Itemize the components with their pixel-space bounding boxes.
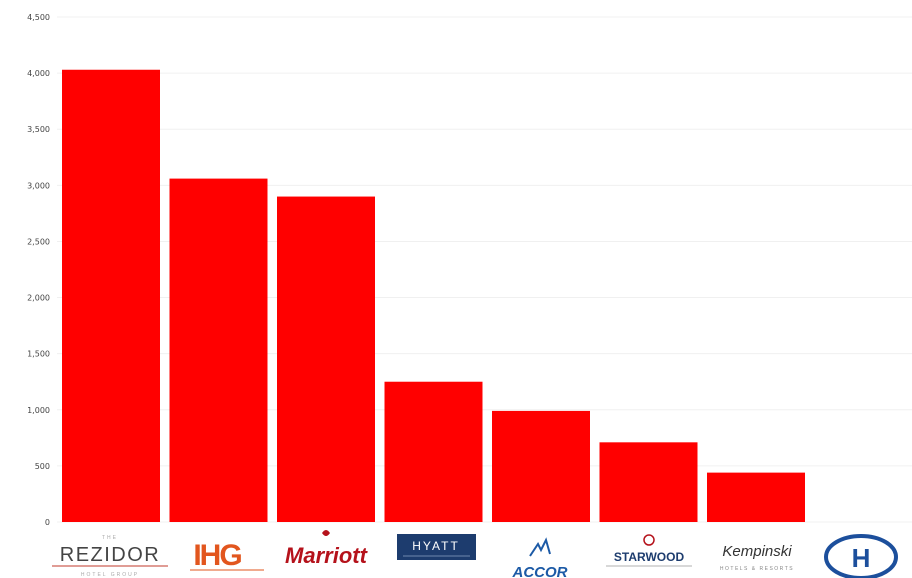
hilton-logo-ring	[824, 534, 898, 578]
marriott-symbol-icon	[322, 530, 330, 536]
y-axis: 0 500 1,000 1,500 2,000 2,500 3,000 3,500 4,000 4…	[27, 13, 50, 527]
ihg-logo: IHG	[190, 539, 264, 572]
ihg-logo-main: IHG	[193, 539, 241, 572]
marriott-logo: Marriott	[285, 530, 369, 568]
y-tick-label: 2,000	[27, 294, 50, 303]
y-tick-label: 4,000	[27, 69, 50, 78]
hilton-logo: H	[824, 534, 898, 578]
kempinski-logo: Kempinski HOTELS & RESORTS	[720, 543, 794, 572]
accor-logo: ACCOR	[512, 537, 568, 578]
accor-logo-main: ACCOR	[512, 564, 568, 578]
kempinski-logo-bottom: HOTELS & RESORTS	[720, 566, 794, 572]
y-tick-label: 0	[45, 518, 50, 527]
y-tick-label: 3,000	[27, 181, 50, 190]
starwood-logo-main: STARWOOD	[614, 550, 685, 564]
marriott-logo-main: Marriott	[285, 543, 369, 568]
bar-2	[277, 196, 375, 523]
bar-5	[599, 442, 698, 522]
hyatt-logo: HYATT	[397, 534, 476, 560]
rezidor-logo-main: REZIDOR	[60, 544, 161, 566]
bar-3	[384, 381, 483, 522]
y-tick-label: 2,500	[27, 237, 50, 246]
rezidor-logo: THE REZIDOR HOTEL GROUP	[52, 535, 168, 578]
kempinski-logo-main: Kempinski	[722, 543, 792, 560]
rezidor-logo-bottom: HOTEL GROUP	[81, 572, 139, 578]
y-tick-label: 1,500	[27, 350, 50, 359]
bar-6	[707, 472, 805, 522]
y-tick-label: 500	[35, 462, 50, 471]
starwood-logo: STARWOOD	[606, 534, 692, 567]
bar-0	[62, 69, 160, 522]
bar-1	[169, 178, 268, 522]
accor-bird-icon	[529, 537, 551, 557]
y-tick-label: 4,500	[27, 13, 50, 22]
rezidor-logo-top: THE	[102, 535, 118, 541]
starwood-symbol-icon	[643, 534, 655, 546]
hyatt-logo-main: HYATT	[412, 539, 460, 553]
y-tick-label: 1,000	[27, 406, 50, 415]
y-tick-label: 3,500	[27, 125, 50, 134]
hilton-logo-main: H	[852, 543, 871, 573]
bar-4	[492, 410, 590, 522]
bars	[62, 69, 805, 523]
